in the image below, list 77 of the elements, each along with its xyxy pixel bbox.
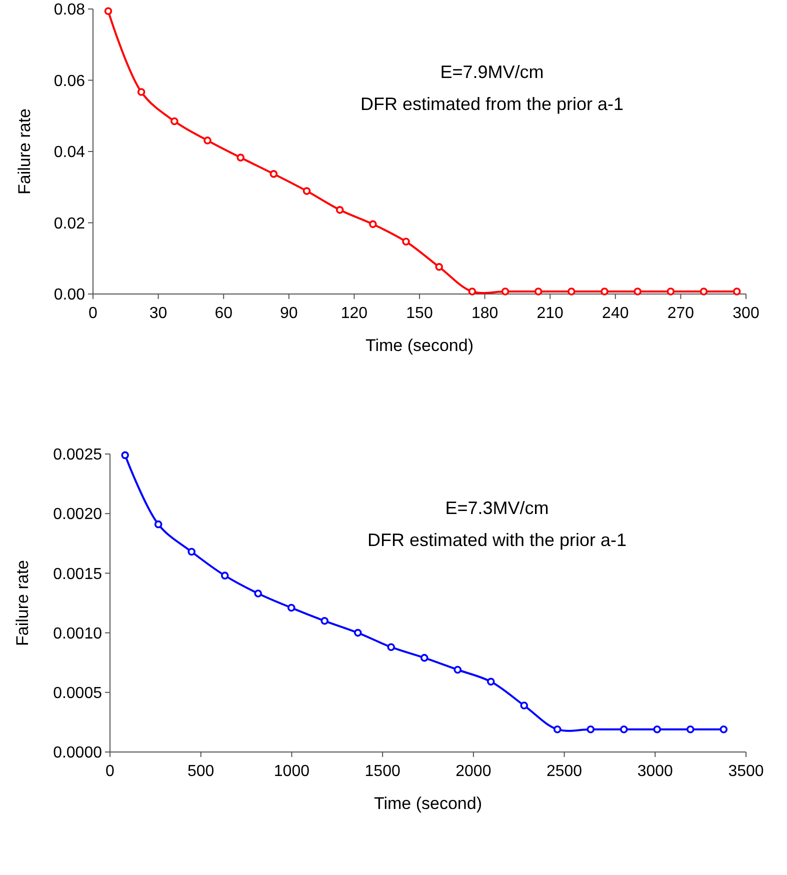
annotation: DFR estimated from the prior a-1 <box>360 94 624 114</box>
point <box>501 288 510 296</box>
y-tick-label: 0.00 <box>54 286 86 304</box>
point <box>188 548 196 556</box>
point <box>302 187 311 195</box>
point <box>236 154 244 162</box>
point <box>104 7 112 16</box>
y-tick-label: 0.0010 <box>53 625 102 642</box>
y-tick-label: 0.0025 <box>53 446 102 464</box>
point <box>254 590 262 598</box>
point <box>320 616 329 625</box>
point <box>486 678 495 686</box>
point <box>354 628 362 637</box>
y-tick-label: 0.0005 <box>53 685 102 702</box>
point <box>732 288 741 296</box>
point <box>137 88 146 96</box>
x-tick-label: 1500 <box>364 763 400 780</box>
point <box>287 604 296 612</box>
point <box>154 520 162 528</box>
point <box>653 725 662 734</box>
x-tick-label: 0 <box>88 305 98 322</box>
x-tick-label: 240 <box>602 305 629 322</box>
x-tick-label: 3500 <box>728 763 764 780</box>
x-tick-label: 2000 <box>456 763 492 780</box>
x-tick-label: 60 <box>214 305 233 322</box>
x-tick-label: 500 <box>188 763 214 780</box>
y-tick-label: 0.0000 <box>53 744 102 762</box>
x-tick-label: 30 <box>149 305 168 322</box>
x-tick-label: 0 <box>106 763 115 780</box>
point <box>454 666 462 674</box>
point <box>270 170 278 178</box>
point <box>600 288 608 296</box>
point <box>686 725 694 734</box>
point <box>369 220 377 228</box>
point <box>435 263 443 271</box>
point <box>336 206 344 214</box>
point <box>520 702 528 710</box>
point <box>568 288 576 296</box>
point <box>720 725 728 734</box>
point <box>666 288 675 296</box>
point <box>121 451 129 460</box>
point <box>220 572 229 580</box>
point <box>204 136 212 144</box>
x-tick-label: 3000 <box>637 763 674 780</box>
y-tick-label: 0.08 <box>54 2 86 19</box>
annotation: DFR estimated with the prior a-1 <box>367 530 627 550</box>
point <box>634 288 642 296</box>
point <box>553 725 562 734</box>
point <box>170 117 178 126</box>
point <box>402 238 410 246</box>
point <box>468 288 476 296</box>
x-axis-title: Time (second) <box>374 794 482 813</box>
x-tick-label: 2500 <box>546 763 582 780</box>
point <box>387 643 396 652</box>
y-axis-title: Failure rate <box>13 560 32 646</box>
x-tick-label: 150 <box>406 305 433 322</box>
x-tick-label: 210 <box>536 305 564 322</box>
point <box>700 288 708 296</box>
annotation: E=7.3MV/cm <box>445 498 549 518</box>
x-tick-label: 120 <box>340 305 368 322</box>
annotation: E=7.9MV/cm <box>440 62 544 82</box>
x-tick-label: 300 <box>732 305 760 322</box>
x-tick-label: 90 <box>280 305 298 322</box>
x-tick-label: 1000 <box>274 763 310 780</box>
point <box>534 288 542 296</box>
y-tick-label: 0.02 <box>54 215 86 232</box>
x-tick-label: 270 <box>667 305 694 322</box>
y-tick-label: 0.0015 <box>53 566 102 583</box>
y-tick-label: 0.0020 <box>53 506 102 524</box>
x-tick-label: 180 <box>471 305 498 322</box>
point <box>586 725 595 734</box>
y-tick-label: 0.04 <box>54 144 86 162</box>
x-axis-title: Time (second) <box>365 336 474 355</box>
y-axis-title: Failure rate <box>15 108 34 194</box>
y-tick-label: 0.06 <box>54 72 86 90</box>
point <box>420 654 428 662</box>
point <box>620 725 628 734</box>
